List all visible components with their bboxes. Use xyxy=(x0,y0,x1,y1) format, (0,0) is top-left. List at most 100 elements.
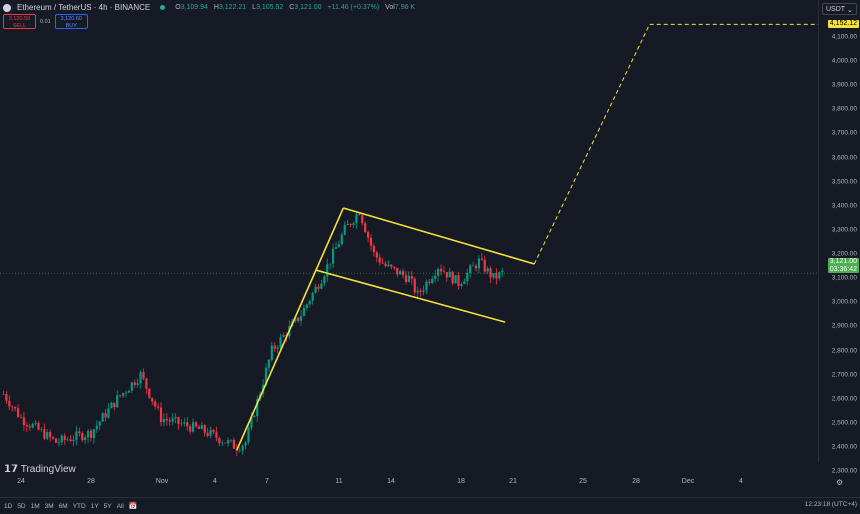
candle xyxy=(78,427,81,437)
timeframe-3m[interactable]: 3M xyxy=(44,502,54,510)
candle-body xyxy=(34,422,37,425)
price-tick: 2,900.00 xyxy=(831,322,857,330)
candle-body xyxy=(390,264,393,267)
timeframe-all[interactable]: All xyxy=(116,502,124,510)
timeframe-6m[interactable]: 6M xyxy=(58,502,68,510)
candle-body xyxy=(419,290,422,292)
candle-body xyxy=(191,422,195,432)
candle-body xyxy=(8,400,11,407)
candle xyxy=(428,279,431,286)
candle xyxy=(40,427,43,432)
candle-body xyxy=(221,442,224,444)
candle-body xyxy=(428,281,431,283)
candle xyxy=(369,234,373,252)
candle-body xyxy=(165,418,168,421)
timeframe-ytd[interactable]: YTD xyxy=(72,502,86,510)
timeframe-5y[interactable]: 5Y xyxy=(103,502,112,510)
candle-body xyxy=(98,421,101,426)
timeframe-1m[interactable]: 1M xyxy=(30,502,40,510)
candle xyxy=(224,442,227,444)
candle-body xyxy=(267,359,271,368)
price-tick: 3,700.00 xyxy=(831,129,857,137)
candle xyxy=(186,416,189,431)
timeframe-1y[interactable]: 1Y xyxy=(90,502,99,510)
time-axis[interactable]: 24 28 Nov 4 7 11 14 18 21 25 28 Dec 4 xyxy=(0,478,818,492)
candle xyxy=(113,402,116,411)
candle xyxy=(247,422,250,445)
candle xyxy=(320,279,323,290)
candle xyxy=(165,413,168,426)
candle-body xyxy=(393,266,396,268)
price-tick: 3,400.00 xyxy=(831,202,857,210)
price-tick: 2,500.00 xyxy=(831,419,857,427)
candle-body xyxy=(238,450,241,452)
settings-icon[interactable]: ⚙ xyxy=(836,478,844,487)
date-range-icon[interactable]: 📅 xyxy=(128,503,138,510)
price-chart[interactable] xyxy=(0,0,818,462)
candle-body xyxy=(279,337,282,348)
symbol-logo-icon xyxy=(3,3,11,12)
candle xyxy=(49,429,52,442)
candle-body xyxy=(483,259,486,272)
clock[interactable]: 12:23:18 (UTC+4) xyxy=(804,501,857,508)
candle-body xyxy=(119,395,122,396)
candle xyxy=(95,420,98,433)
candle-body xyxy=(326,264,329,277)
market-status-icon xyxy=(160,5,166,10)
candle xyxy=(308,299,311,308)
candle-body xyxy=(133,382,136,385)
time-tick: 18 xyxy=(457,478,465,485)
candle xyxy=(119,394,122,398)
candle-body xyxy=(28,426,31,428)
candle-body xyxy=(25,424,28,427)
candle xyxy=(69,435,72,442)
candle-body xyxy=(276,347,279,349)
candle-body xyxy=(422,290,425,292)
candle xyxy=(98,420,101,431)
candle xyxy=(177,416,180,430)
candle xyxy=(323,274,326,287)
candle xyxy=(136,378,139,388)
candle xyxy=(425,279,428,295)
candle xyxy=(480,253,483,261)
candle xyxy=(206,428,209,438)
price-tick: 4,100.00 xyxy=(831,33,857,41)
candle-body xyxy=(92,429,96,438)
candle xyxy=(466,268,469,286)
candle xyxy=(151,397,154,406)
time-tick: 11 xyxy=(335,478,343,485)
trade-panel: 3,120.59 SELL 0.01 3,120.60 BUY xyxy=(3,14,88,29)
symbol-title[interactable]: Ethereum / TetherUS · 4h · BINANCE xyxy=(17,3,151,12)
flagpole-line xyxy=(236,207,345,451)
candle-body xyxy=(396,267,399,275)
candle-body xyxy=(311,292,314,301)
candle xyxy=(159,402,163,427)
flag-upper-line xyxy=(343,207,535,265)
candle xyxy=(139,370,142,389)
timeframe-1d[interactable]: 1D xyxy=(4,502,13,510)
candle-body xyxy=(469,265,472,274)
candle xyxy=(469,263,472,279)
price-axis[interactable]: 4,100.00 4,000.00 3,900.00 3,800.00 3,700.00… xyxy=(818,0,860,475)
candle-body xyxy=(54,438,58,443)
candle-body xyxy=(159,407,163,423)
candle-body xyxy=(410,276,413,279)
candle xyxy=(86,429,90,444)
candle xyxy=(501,267,504,277)
candle xyxy=(168,417,171,426)
sell-button[interactable]: 3,120.59 SELL xyxy=(3,14,36,29)
time-tick: Nov xyxy=(155,478,169,485)
candle xyxy=(212,428,215,435)
candle xyxy=(331,243,335,269)
candle xyxy=(416,286,419,298)
buy-button[interactable]: 3,120.60 BUY xyxy=(54,14,88,29)
candle xyxy=(401,268,405,279)
candle xyxy=(448,267,451,278)
time-tick: 4 xyxy=(213,478,217,485)
candle xyxy=(393,266,396,271)
timeframe-5d[interactable]: 5D xyxy=(17,502,26,510)
candle-body xyxy=(299,316,303,321)
candle xyxy=(14,406,17,412)
candle xyxy=(460,282,463,289)
currency-select[interactable]: USDT ⌄ xyxy=(822,3,857,15)
